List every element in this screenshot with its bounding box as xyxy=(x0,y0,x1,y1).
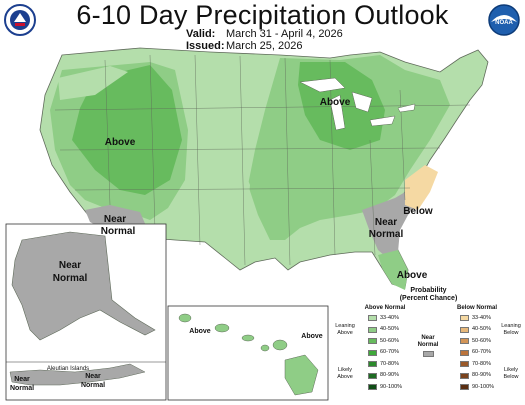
alaska-region xyxy=(11,231,156,341)
legend-below-swatch xyxy=(460,372,469,379)
near-normal-southeast xyxy=(362,188,418,262)
valid-line: Valid: March 31 - April 4, 2026 xyxy=(186,28,343,40)
legend-below-range-label: 33-40% xyxy=(472,314,491,321)
legend-leaning-below: Leaning Below xyxy=(501,323,521,336)
legend-above-range-label: 90-100% xyxy=(380,383,403,390)
legend-above-swatch xyxy=(368,326,377,333)
legend-near-swatch xyxy=(423,351,434,357)
label-near-sw-1: Near xyxy=(104,214,126,225)
legend-below-range-label: 70-80% xyxy=(472,360,491,367)
hawaii-islands xyxy=(178,313,319,396)
label-alaska-2: Normal xyxy=(53,273,88,284)
legend-below-range-label: 50-60% xyxy=(472,337,491,344)
valid-label: Valid: xyxy=(186,28,216,40)
legend-above-title: Above Normal xyxy=(364,305,406,311)
label-aleutian-title: Aleutian Islands xyxy=(47,366,89,372)
legend-above-range-label: 80-90% xyxy=(380,372,399,378)
legend-above-swatch xyxy=(368,338,377,344)
label-near-sw-2: Normal xyxy=(101,226,136,237)
legend-below-range-label: 80-90% xyxy=(472,372,491,378)
legend-below-swatch xyxy=(460,384,469,390)
legend-likely-above: Likely Above xyxy=(337,367,353,380)
legend-below-swatch xyxy=(460,349,469,356)
legend-above-range-label: 33-40% xyxy=(380,314,399,321)
label-aleutian-4: Normal xyxy=(81,382,105,389)
label-hawaii-1: Above xyxy=(189,328,211,335)
noaa-nws-seal-icon xyxy=(4,4,36,36)
label-above-west: Above xyxy=(105,137,136,148)
svg-text:NOAA: NOAA xyxy=(495,20,513,26)
light-corridor-nw xyxy=(58,66,128,100)
label-above-florida: Above xyxy=(397,270,428,281)
legend-below-swatch xyxy=(460,338,469,344)
legend-likely-below: Likely Below xyxy=(503,367,519,380)
page-title: 6-10 Day Precipitation Outlook xyxy=(76,0,449,30)
legend-title-1: Probability xyxy=(410,287,447,294)
aleutian-region xyxy=(9,363,146,386)
legend-above-swatch xyxy=(368,361,377,367)
legend-above-swatch xyxy=(368,372,377,379)
legend-above-range-label: 70-80% xyxy=(380,360,399,367)
label-aleutian-1: Near xyxy=(14,376,30,383)
legend-below-range-label: 90-100% xyxy=(472,383,495,390)
issued-line: Issued:March 25, 2026 xyxy=(186,40,302,52)
legend-above-range-label: 40-50% xyxy=(380,326,399,332)
legend-below-title: Below Normal xyxy=(456,305,497,311)
legend-above-range-label: 60-70% xyxy=(380,349,399,355)
legend-above-swatch xyxy=(368,384,377,390)
legend-title-2: (Percent Chance) xyxy=(399,295,458,302)
legend-below-range-label: 60-70% xyxy=(472,349,491,355)
valid-value: March 31 - April 4, 2026 xyxy=(226,28,343,40)
issued-value: March 25, 2026 xyxy=(226,40,303,52)
above-50-60-west xyxy=(72,65,182,195)
label-alaska-1: Near xyxy=(59,260,81,271)
state-boundaries xyxy=(54,54,471,266)
header: 6-10 Day Precipitation Outlook Valid: Mar… xyxy=(0,0,525,52)
label-below-carolinas: Below xyxy=(403,206,433,217)
label-aleutian-2: Normal xyxy=(10,385,34,392)
legend-above-swatch xyxy=(368,315,377,321)
label-near-se-2: Normal xyxy=(369,229,404,240)
legend: Probability (Percent Chance) Above Norma… xyxy=(332,283,525,405)
great-lakes xyxy=(299,77,416,131)
label-near-se-1: Near xyxy=(375,217,397,228)
light-corridor-central xyxy=(195,148,250,258)
below-normal-carolinas xyxy=(405,165,438,210)
issued-label: Issued: xyxy=(186,40,225,52)
legend-leaning-above: Leaning Above xyxy=(335,323,355,336)
above-florida xyxy=(378,250,408,290)
label-hawaii-2: Above xyxy=(301,333,323,340)
label-above-great-lakes: Above xyxy=(320,97,351,108)
legend-below-range-label: 40-50% xyxy=(472,326,491,332)
legend-below-swatch xyxy=(460,315,469,321)
legend-above-range-label: 50-60% xyxy=(380,337,399,344)
legend-below-swatch xyxy=(460,326,469,333)
label-aleutian-3: Near xyxy=(85,373,101,380)
legend-above-swatch xyxy=(368,349,377,356)
noaa-logo-icon: NOAA xyxy=(488,4,520,36)
legend-near-title-1: Near xyxy=(421,335,435,341)
legend-near-title-2: Normal xyxy=(417,342,439,348)
legend-below-swatch xyxy=(460,361,469,367)
